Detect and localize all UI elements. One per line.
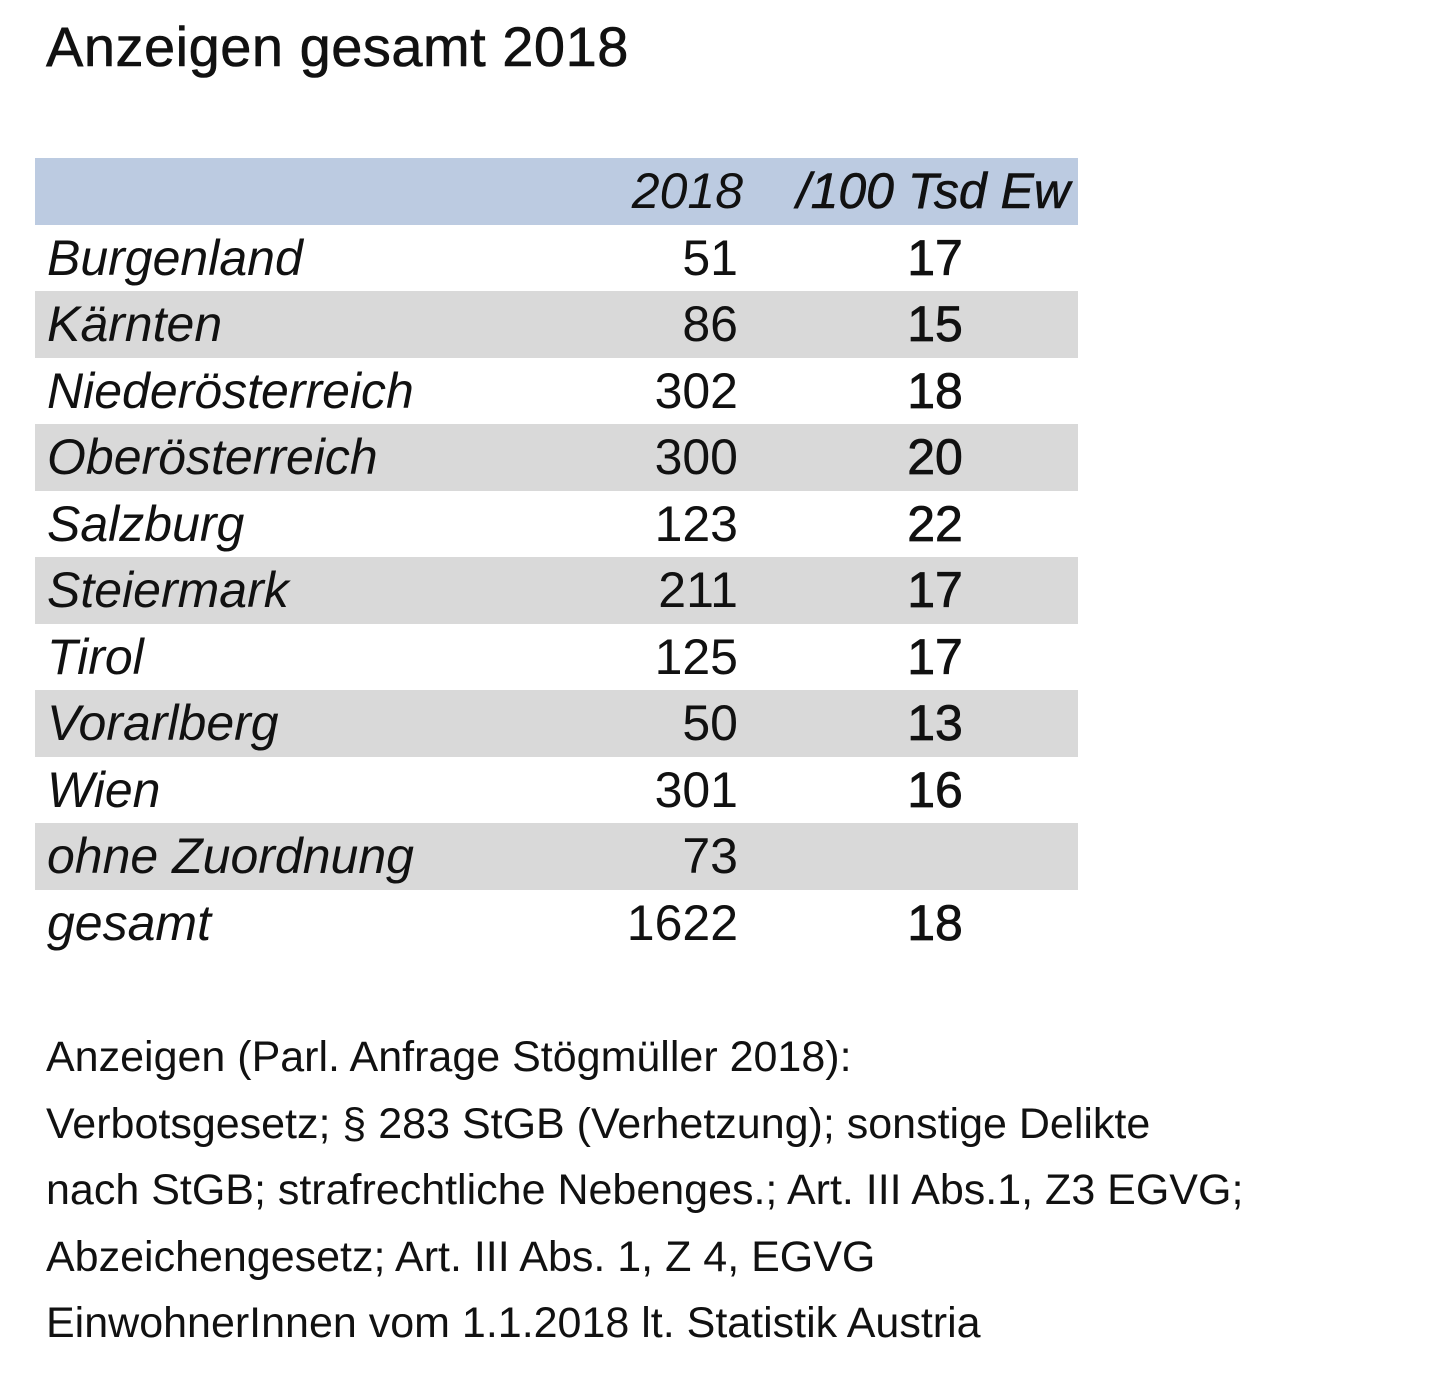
table-row: Salzburg 123 22: [35, 491, 1078, 558]
row-rate: 18: [907, 362, 963, 419]
table-row: Kärnten 86 15: [35, 291, 1078, 358]
row-label: ohne Zuordnung: [47, 828, 414, 884]
row-rate: [885, 823, 985, 890]
table-row: ohne Zuordnung 73: [35, 823, 1078, 890]
row-count: 86: [682, 296, 738, 352]
row-rate: 13: [907, 695, 963, 752]
note-line: Verbotsgesetz; § 283 StGB (Verhetzung); …: [46, 1099, 1151, 1148]
row-label: Steiermark: [47, 562, 289, 618]
note-line: Abzeichengesetz; Art. III Abs. 1, Z 4, E…: [46, 1232, 876, 1281]
note-line: Anzeigen (Parl. Anfrage Stögmüller 2018)…: [46, 1033, 852, 1081]
row-count: 211: [658, 562, 738, 618]
table-row: Steiermark 211 17: [35, 557, 1078, 624]
row-rate: 17: [907, 628, 963, 685]
header-rate: /100 Tsd Ew: [796, 163, 1070, 220]
row-label: gesamt: [47, 894, 211, 951]
row-count: 301: [654, 761, 738, 818]
row-rate: 18: [907, 894, 963, 951]
row-label: Burgenland: [47, 229, 303, 286]
table-row: Tirol 125 17: [35, 624, 1078, 691]
table-row-total: gesamt 1622 18: [35, 890, 1078, 957]
row-rate: 20: [907, 429, 963, 486]
row-rate: 17: [907, 229, 963, 286]
page-title: Anzeigen gesamt 2018: [46, 15, 629, 79]
row-count: 125: [654, 628, 738, 685]
row-label: Niederösterreich: [47, 362, 414, 419]
row-rate: 17: [907, 562, 963, 619]
row-count: 73: [682, 828, 738, 884]
table-row: Oberösterreich 300 20: [35, 424, 1078, 491]
row-rate: 15: [907, 296, 963, 353]
row-label: Tirol: [47, 628, 144, 685]
table-row: Niederösterreich 302 18: [35, 358, 1078, 425]
row-count: 123: [654, 495, 738, 552]
row-count: 51: [682, 229, 738, 286]
row-count: 1622: [626, 894, 738, 951]
header-year: 2018: [631, 163, 743, 219]
row-label: Salzburg: [47, 495, 245, 552]
table-row: Wien 301 16: [35, 757, 1078, 824]
row-label: Vorarlberg: [47, 695, 279, 751]
note-line: nach StGB; strafrechtliche Nebenges.; Ar…: [46, 1166, 1244, 1214]
row-label: Kärnten: [47, 296, 223, 352]
table-row: Vorarlberg 50 13: [35, 690, 1078, 757]
row-rate: 16: [907, 761, 963, 818]
row-count: 302: [654, 362, 738, 419]
table-header: 2018 /100 Tsd Ew: [35, 158, 1078, 225]
row-label: Oberösterreich: [47, 429, 378, 485]
table-row: Burgenland 51 17: [35, 225, 1078, 292]
note-line: EinwohnerInnen vom 1.1.2018 lt. Statisti…: [46, 1299, 981, 1347]
row-count: 300: [654, 429, 738, 485]
row-label: Wien: [47, 761, 161, 818]
source-notes: Anzeigen (Parl. Anfrage Stögmüller 2018)…: [46, 1024, 1436, 1357]
row-count: 50: [682, 695, 738, 751]
row-rate: 22: [907, 495, 963, 552]
data-table: 2018 /100 Tsd Ew Burgenland 51 17 Kärnte…: [35, 158, 1078, 956]
